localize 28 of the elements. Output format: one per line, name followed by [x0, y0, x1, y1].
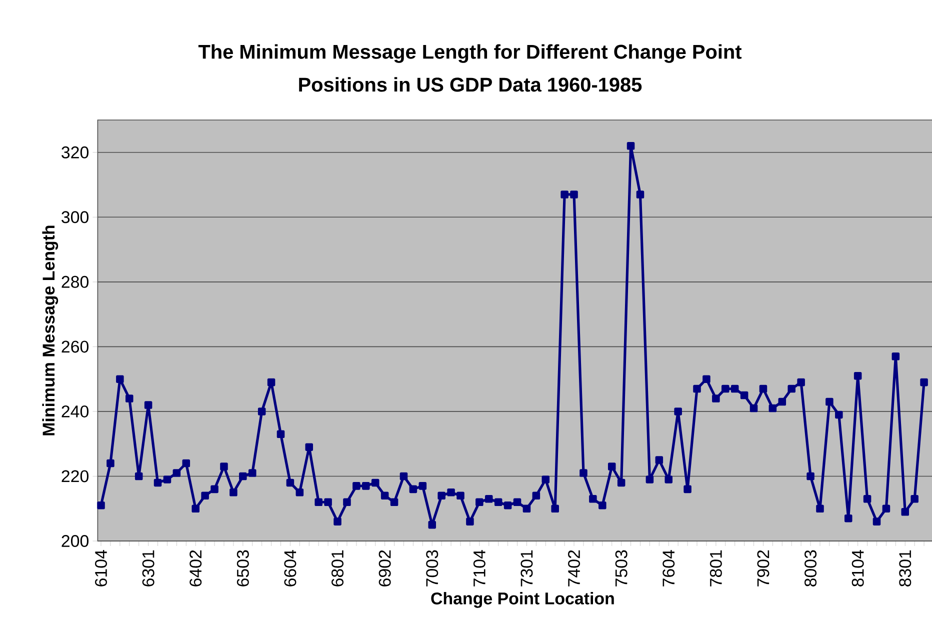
y-tick-label: 200 — [62, 535, 89, 547]
y-tick-label: 220 — [62, 470, 89, 482]
y-tick-label: 320 — [62, 146, 89, 158]
x-tick-label: 6902 — [378, 550, 391, 586]
x-tick-label: 7003 — [426, 550, 438, 586]
y-tick-label: 240 — [62, 405, 89, 418]
x-tick-label: 7604 — [662, 550, 675, 586]
x-tick-label: 7104 — [473, 550, 486, 586]
x-tick-label: 6801 — [332, 550, 344, 586]
x-tick-label: 8104 — [852, 550, 864, 586]
x-axis-title: Change Point Location — [431, 592, 614, 608]
y-tick-label: 280 — [62, 276, 89, 288]
x-tick-label: 6104 — [95, 550, 108, 586]
x-tick-label: 7503 — [615, 550, 628, 586]
y-axis-title: Minimum Message Length — [42, 226, 58, 436]
x-tick-label: 8003 — [804, 550, 817, 586]
x-tick-label: 8301 — [899, 550, 912, 586]
x-tick-label: 7301 — [520, 550, 533, 586]
x-tick-label: 7801 — [710, 550, 722, 586]
y-tick-label: 300 — [62, 211, 89, 224]
x-tick-label: 6402 — [190, 550, 202, 586]
x-tick-label: 6604 — [284, 550, 296, 586]
chart-title: The Minimum Message Length for Different Change Point Positions in US GDP Data 1960-1985 — [198, 44, 742, 92]
x-tick-label: 7902 — [757, 550, 770, 586]
x-tick-label: 7402 — [568, 550, 580, 586]
x-tick-label: 6503 — [236, 550, 249, 586]
y-tick-label: 260 — [62, 340, 89, 353]
x-tick-label: 6301 — [142, 550, 154, 586]
